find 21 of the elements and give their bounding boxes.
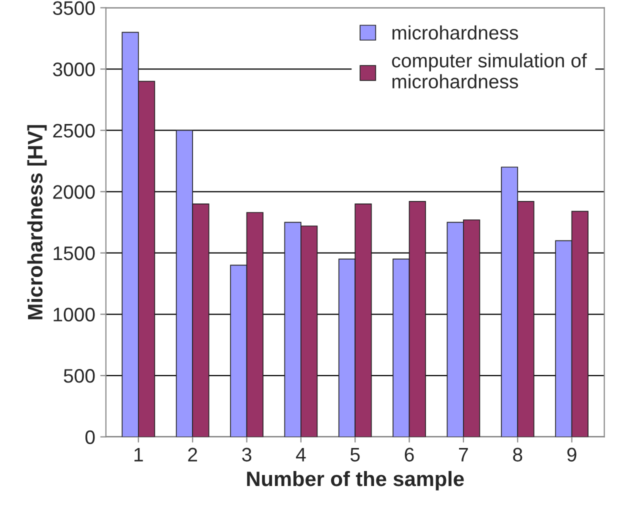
y-tick-label: 500 [64, 369, 95, 383]
y-tick-label: 3000 [52, 62, 95, 76]
y-axis-title: Microhardness [HV] [27, 125, 47, 320]
x-tick-label: 5 [350, 448, 360, 462]
y-tick-label: 1500 [54, 246, 95, 260]
x-tick-label: 4 [296, 448, 306, 462]
y-tick-label: 0 [85, 430, 95, 444]
y-tick-label: 2000 [53, 185, 95, 199]
x-tick-label: 8 [513, 448, 522, 462]
legend-label: microhardness [392, 25, 518, 40]
y-tick-label: 1000 [54, 308, 95, 322]
y-tick-label: 2500 [53, 124, 95, 138]
x-tick-label: 1 [134, 448, 143, 462]
x-tick-label: 6 [404, 448, 414, 462]
legend-label: computer simulation of microhardness [392, 53, 587, 88]
x-tick-label: 7 [459, 448, 468, 462]
x-tick-label: 9 [567, 448, 576, 462]
y-tick-label: 3500 [52, 1, 95, 15]
x-tick-label: 3 [242, 448, 252, 462]
x-tick-label: 2 [188, 448, 198, 462]
x-axis-title: Number of the sample [247, 470, 464, 490]
